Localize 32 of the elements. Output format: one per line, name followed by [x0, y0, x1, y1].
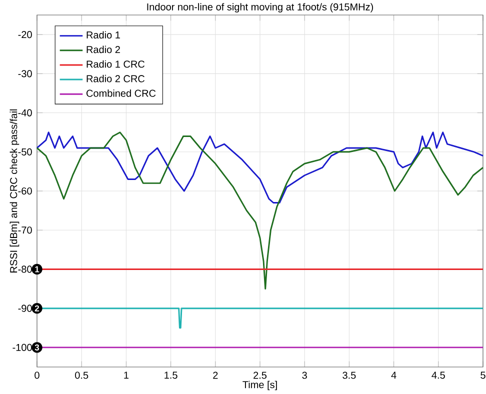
y-tick-label: -20: [18, 31, 32, 38]
x-axis-title: Time [s]: [242, 380, 277, 390]
annotation: 1: [35, 266, 40, 272]
y-tick-label: -40: [18, 109, 32, 116]
legend-label: Combined CRC: [86, 90, 156, 97]
chart-title: Indoor non-line of sight moving at 1foot/s (915MHz): [147, 3, 374, 12]
legend-label: Radio 1 CRC: [86, 60, 145, 68]
x-tick-label: 3.5: [342, 372, 356, 379]
y-tick-label: -100: [12, 344, 32, 351]
x-tick-label: 4.5: [432, 372, 445, 379]
x-tick-label: 0: [34, 372, 40, 379]
x-tick-label: 2.5: [254, 372, 267, 379]
legend-label: Radio 1: [86, 31, 120, 39]
y-tick-label: -80: [18, 266, 32, 273]
x-tick-label: 2: [213, 372, 218, 379]
y-tick-label: -30: [18, 70, 32, 78]
line-series: [36, 132, 484, 290]
x-tick-label: 3: [302, 372, 307, 379]
x-tick-label: 1.5: [164, 372, 178, 379]
y-tick-label: -90: [18, 304, 32, 312]
x-tick-label: 0.5: [75, 372, 88, 379]
x-tick-label: 1: [124, 372, 128, 379]
annotation: 2: [34, 305, 40, 312]
annotation: 3: [34, 344, 40, 351]
x-tick-label: 4: [391, 372, 396, 379]
legend-label: Radio 2: [86, 46, 120, 54]
legend-label: Radio 2 CRC: [86, 74, 145, 82]
y-axis-title: RSSI [dBm] and CRC check pass/fail: [10, 109, 20, 272]
y-tick-label: -60: [18, 187, 32, 195]
y-tick-label: -70: [18, 226, 32, 234]
x-tick-label: 5: [480, 372, 486, 379]
y-tick-label: -50: [18, 148, 32, 156]
